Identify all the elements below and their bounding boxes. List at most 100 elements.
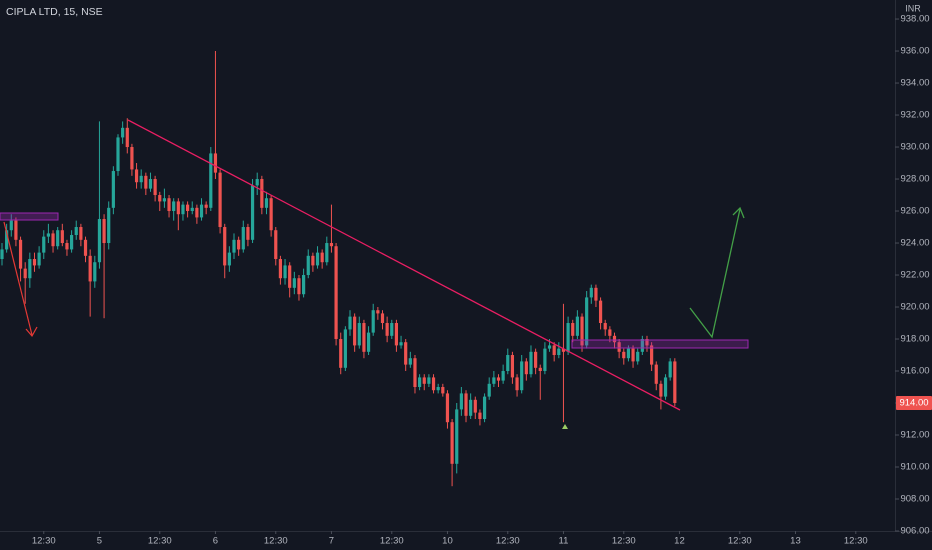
x-tick-label: 12:30 [496, 536, 520, 547]
candle-body [385, 323, 389, 336]
candle-body [139, 175, 143, 183]
last-price-box [896, 396, 932, 411]
signal-marker [562, 424, 568, 429]
candle-body [306, 255, 310, 276]
candle-body [213, 153, 218, 173]
candles [0, 51, 677, 487]
candle-body [450, 422, 454, 464]
y-tick-label: 924.00 [900, 238, 929, 249]
candle-body [631, 348, 635, 362]
candle-body [487, 383, 491, 397]
y-tick-label: 910.00 [900, 462, 929, 473]
candle-body [250, 185, 255, 240]
x-tick-label: 10 [442, 536, 453, 547]
candle-body [408, 358, 412, 365]
candle-body [209, 153, 213, 208]
candle-body [640, 339, 644, 352]
candle-body [566, 323, 570, 352]
candle-body [69, 235, 74, 250]
candle-body [0, 249, 4, 260]
candle-body [278, 259, 283, 279]
candle-body [283, 265, 287, 279]
candle-body [552, 345, 556, 356]
candle-body [376, 310, 380, 314]
candle-body [232, 239, 236, 253]
candle-body [102, 219, 106, 244]
x-tick-label: 7 [329, 536, 334, 547]
candle-body [575, 316, 579, 336]
candle-body [334, 246, 338, 340]
candle-body [325, 243, 329, 263]
y-tick-label: 920.00 [900, 302, 929, 313]
candle-body [302, 275, 306, 295]
x-tick-label: 12:30 [844, 536, 868, 547]
candle-body [83, 239, 88, 256]
candle-body [195, 207, 199, 218]
candle-body [594, 287, 598, 301]
candle-body [520, 361, 524, 391]
candle-body [292, 278, 296, 288]
up-arrow [689, 208, 741, 339]
candle-body [264, 198, 269, 208]
candle-body [464, 393, 468, 416]
candle-body [311, 255, 315, 266]
x-tick-label: 6 [213, 536, 218, 547]
candle-body [269, 198, 273, 231]
candle-body [162, 198, 167, 202]
candle-body [589, 287, 593, 298]
candle-body [37, 252, 41, 266]
candle-body [121, 127, 125, 138]
candle-body [510, 355, 515, 378]
candle-body [144, 175, 148, 189]
candle-body [455, 409, 459, 464]
candle-body [524, 361, 528, 375]
candle-body [199, 204, 204, 218]
x-tick-label: 5 [97, 536, 102, 547]
candle-body [390, 323, 394, 336]
candle-body [459, 393, 463, 410]
up-arrowhead [732, 206, 745, 219]
candle-body [88, 255, 92, 282]
candle-body [422, 377, 426, 384]
x-tick-label: 13 [790, 536, 801, 547]
candle-body [46, 233, 50, 237]
candle-body [608, 329, 612, 336]
candle-body [650, 345, 654, 365]
candle-body [315, 252, 320, 266]
down-arrow [3, 221, 33, 336]
candle-body [204, 204, 208, 208]
trend-line [127, 119, 681, 411]
candle-body [125, 127, 129, 148]
candle-body [9, 220, 13, 231]
candle-body [227, 252, 231, 266]
candle-body [329, 243, 334, 247]
candle-body [130, 147, 134, 170]
candle-body [246, 227, 250, 240]
candle-body [626, 348, 631, 359]
candle-body [538, 367, 542, 372]
candle-body [394, 323, 399, 346]
candle-body [580, 316, 584, 346]
candle-body [176, 201, 180, 215]
candle-body [673, 361, 677, 404]
zone-box [571, 339, 749, 349]
candle-body [445, 393, 450, 423]
candle-body [107, 207, 111, 244]
candle-body [366, 332, 371, 352]
candle-body [51, 233, 55, 247]
axes: 906.00 908.00 910.00 912.00 914.00 916.00 918.… [32, 14, 932, 547]
candle-body [482, 396, 487, 420]
candle-body [418, 377, 422, 388]
candle-body [506, 355, 510, 372]
candle-body [218, 172, 222, 228]
y-tick-label: 906.00 [900, 526, 929, 537]
y-tick-label: 916.00 [900, 366, 929, 377]
candle-body [18, 239, 23, 269]
candle-body [543, 348, 547, 372]
zone-box [0, 212, 59, 221]
candle-body [469, 399, 473, 416]
y-tick-label: 938.00 [900, 14, 929, 25]
